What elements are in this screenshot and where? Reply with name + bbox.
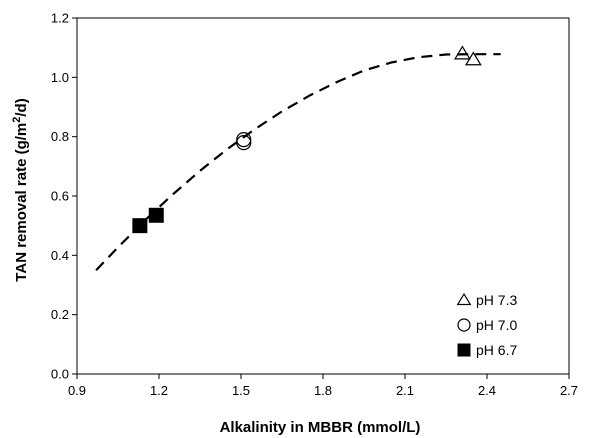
data-point <box>148 207 164 223</box>
legend: pH 7.3 pH 7.0 pH 6.7 <box>456 292 517 358</box>
x-tick-label: 2.4 <box>478 383 496 398</box>
ticks-layer: 0.9 1.2 1.5 1.8 2.1 2.4 2.7 0.0 0.2 0.4 0.6 0.8 1.0 1… <box>51 11 578 399</box>
y-tick-label: 0.6 <box>51 189 69 204</box>
y-axis-title-main: TAN removal rate (g/m <box>13 123 30 282</box>
y-tick-label: 0.2 <box>51 307 69 322</box>
y-tick-label: 0.8 <box>51 129 69 144</box>
data-point <box>236 132 252 148</box>
legend-label: pH 7.3 <box>476 292 517 308</box>
data-point <box>132 218 148 234</box>
data-point <box>453 45 471 60</box>
legend-label: pH 7.0 <box>476 317 517 333</box>
y-tick-label: 0.0 <box>51 367 69 382</box>
legend-marker <box>457 318 471 332</box>
fit-curve <box>95 53 501 271</box>
x-tick-label: 1.2 <box>150 383 168 398</box>
y-tick-label: 1.2 <box>51 11 69 26</box>
legend-marker <box>456 292 472 306</box>
x-tick-label: 0.9 <box>68 383 86 398</box>
x-tick-label: 2.7 <box>560 383 578 398</box>
fit-curve-layer <box>95 53 501 271</box>
y-axis-title-sup: 2 <box>11 117 23 123</box>
data-points-layer <box>132 45 482 234</box>
x-tick-label: 1.8 <box>314 383 332 398</box>
x-tick-label: 2.1 <box>396 383 414 398</box>
data-point <box>464 51 482 66</box>
x-tick-label: 1.5 <box>232 383 250 398</box>
legend-marker <box>457 343 471 357</box>
y-tick-label: 1.0 <box>51 70 69 85</box>
x-axis-title: Alkalinity in MBBR (mmol/L) <box>220 419 421 436</box>
y-tick-label: 0.4 <box>51 248 69 263</box>
y-axis-title-tail: /d) <box>13 98 30 116</box>
y-axis-title: TAN removal rate (g/m2/d) <box>11 98 30 281</box>
legend-label: pH 6.7 <box>476 342 517 358</box>
data-point <box>236 135 252 151</box>
